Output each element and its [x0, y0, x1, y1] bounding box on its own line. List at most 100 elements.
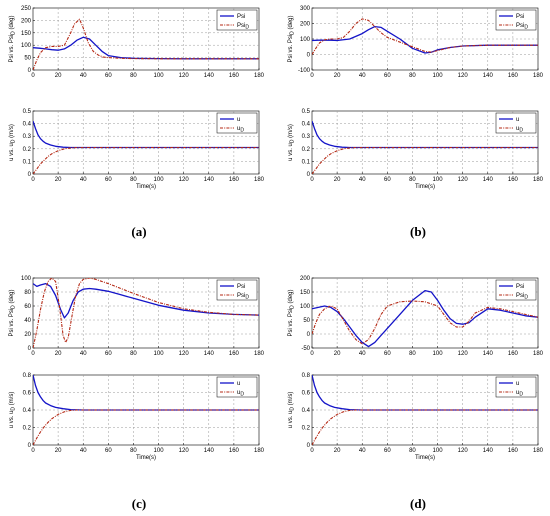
x-tick-label: 120 — [458, 351, 469, 357]
series-line-u-d — [33, 146, 259, 174]
legend-subscript: D — [245, 295, 249, 301]
legend-subscript: D — [240, 392, 244, 398]
series-group — [33, 375, 259, 445]
legend-label: Psi — [237, 284, 245, 290]
x-tick-label: 160 — [229, 73, 240, 79]
x-tick-label: 160 — [508, 73, 519, 79]
y-tick-label: 0.5 — [23, 109, 32, 115]
subplot-c-bottom: 0 20 40 60 80 100 120 140 160 180 0 0.2 0.4 0.6 0.8 u uD… — [9, 373, 265, 461]
x-tick-label: 160 — [508, 177, 519, 183]
series-group — [312, 120, 538, 174]
y-tick-label: -50 — [301, 346, 310, 352]
y-axis-label-rest: (deg) — [288, 290, 294, 306]
y-axis-label-subscript: D — [11, 139, 17, 143]
y-tick-label: 0.2 — [23, 426, 32, 432]
y-tick-label: 20 — [24, 332, 31, 338]
x-tick-label: 40 — [80, 448, 87, 454]
y-tick-label: 0.4 — [23, 122, 32, 128]
x-tick-label: 40 — [359, 73, 366, 79]
series-group — [33, 120, 259, 174]
x-tick-label: 100 — [433, 177, 444, 183]
y-axis-label-rest: (m/s) — [288, 124, 294, 139]
x-tick-label: 0 — [310, 177, 314, 183]
y-tick-label: 0.2 — [302, 426, 311, 432]
x-tick-label: 80 — [130, 177, 137, 183]
caption-d: (d) — [410, 496, 426, 511]
x-tick-label: 180 — [533, 73, 544, 79]
y-axis-label-subscript: D — [290, 31, 296, 35]
y-tick-label: 0 — [307, 53, 311, 59]
x-tick-label: 140 — [204, 351, 215, 357]
x-tick-label: 160 — [229, 448, 240, 454]
x-tick-label: 0 — [310, 351, 314, 357]
legend-label: PsiD — [237, 23, 249, 31]
x-tick-label: 160 — [508, 351, 519, 357]
y-tick-label: 100 — [21, 43, 32, 49]
x-tick-label: 100 — [154, 351, 165, 357]
y-tick-label: 50 — [303, 318, 310, 324]
x-tick-label: 0 — [31, 177, 35, 183]
x-tick-label: 0 — [31, 351, 35, 357]
x-tick-label: 180 — [533, 177, 544, 183]
series-line-psi-d — [33, 278, 259, 348]
x-axis-label: Time(s) — [415, 184, 435, 190]
y-axis-label-subscript: D — [290, 305, 296, 309]
y-tick-label: 150 — [300, 290, 311, 296]
x-tick-label: 160 — [508, 448, 519, 454]
x-tick-label: 160 — [229, 177, 240, 183]
x-axis-label: Time(s) — [415, 455, 435, 461]
y-tick-label: 300 — [300, 6, 311, 12]
x-tick-label: 40 — [359, 448, 366, 454]
y-axis-label-subscript: D — [290, 139, 296, 143]
y-tick-label: 0.1 — [23, 159, 32, 165]
x-tick-label: 0 — [31, 448, 35, 454]
legend-label: uD — [516, 390, 523, 398]
y-tick-label: 0.2 — [302, 147, 311, 153]
y-tick-label: 80 — [24, 290, 31, 296]
x-tick-label: 180 — [254, 448, 265, 454]
legend-label: u — [516, 117, 519, 123]
series-group — [312, 18, 538, 55]
series-line-u — [312, 120, 538, 149]
y-tick-label: 0.3 — [302, 134, 311, 140]
y-tick-label: 0.4 — [23, 408, 32, 414]
x-tick-label: 20 — [334, 177, 341, 183]
x-tick-label: 120 — [179, 351, 190, 357]
x-tick-label: 20 — [334, 448, 341, 454]
y-axis-label-rest: (deg) — [288, 16, 294, 32]
x-tick-label: 80 — [130, 73, 137, 79]
legend-label: uD — [516, 126, 523, 134]
y-tick-label: 40 — [24, 318, 31, 324]
y-axis-label: u vs. uD (m/s) — [288, 124, 296, 161]
legend-label: u — [237, 381, 240, 387]
y-tick-label: 0 — [28, 346, 32, 352]
x-tick-label: 180 — [533, 448, 544, 454]
y-tick-label: 100 — [300, 304, 311, 310]
x-tick-label: 60 — [384, 448, 391, 454]
x-tick-label: 40 — [359, 177, 366, 183]
x-tick-label: 20 — [334, 73, 341, 79]
x-tick-label: 80 — [409, 73, 416, 79]
legend-subscript: D — [245, 25, 249, 31]
x-tick-label: 140 — [483, 448, 494, 454]
y-tick-label: 0 — [28, 443, 32, 449]
y-tick-label: 0.6 — [302, 391, 311, 397]
x-tick-label: 0 — [310, 448, 314, 454]
y-tick-label: 50 — [24, 56, 31, 62]
y-tick-label: 100 — [21, 276, 32, 282]
y-tick-label: 0 — [28, 172, 32, 178]
series-line-psi-d — [312, 18, 538, 55]
x-tick-label: 120 — [458, 448, 469, 454]
legend-subscript: D — [524, 295, 528, 301]
x-tick-label: 120 — [179, 73, 190, 79]
y-axis-label: u vs. uD (m/s) — [9, 124, 17, 161]
y-axis-label-rest: (m/s) — [288, 392, 294, 407]
x-tick-label: 100 — [154, 448, 165, 454]
legend-label: uD — [237, 390, 244, 398]
x-tick-label: 160 — [229, 351, 240, 357]
x-tick-label: 180 — [533, 351, 544, 357]
legend-label: u — [516, 381, 519, 387]
legend-label: Psi — [237, 14, 245, 20]
y-tick-label: 0 — [28, 68, 32, 74]
x-tick-label: 140 — [483, 351, 494, 357]
